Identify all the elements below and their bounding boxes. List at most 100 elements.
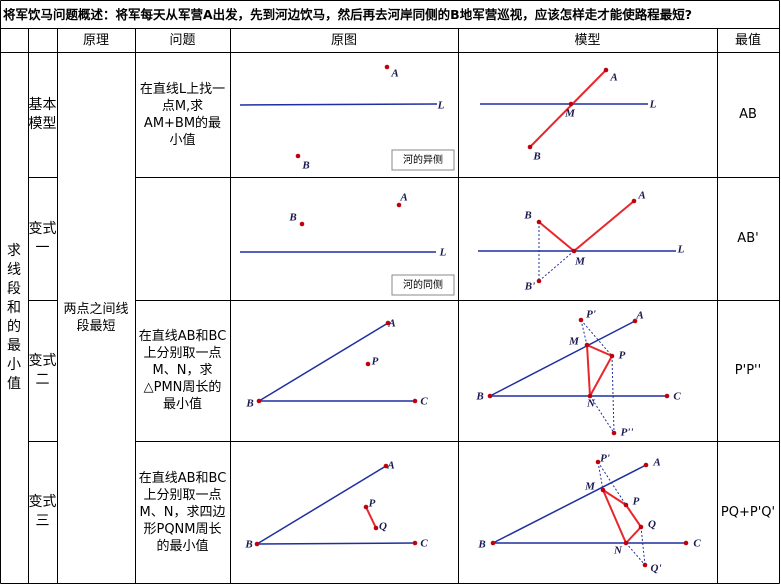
segment [586, 344, 591, 397]
point [611, 430, 617, 436]
point [536, 278, 542, 284]
segment [589, 355, 613, 397]
point-label: M [574, 256, 586, 268]
point-label: P [372, 356, 379, 368]
point-label: B [301, 160, 309, 172]
point-label: B [477, 539, 485, 551]
note-box [391, 149, 455, 171]
answer: AB' [737, 231, 759, 246]
segment [258, 322, 389, 402]
point-label: B [244, 539, 252, 551]
point-label: B' [524, 281, 535, 293]
principle: 两点之间线段最短 [63, 302, 129, 334]
answer: P'P'' [734, 363, 762, 378]
header: 最值 [734, 32, 761, 48]
dashed-line [597, 461, 627, 506]
segment [256, 465, 387, 545]
point [373, 525, 379, 531]
point-label: A [609, 72, 617, 84]
point-label: B [475, 391, 483, 403]
point-label: Q [379, 521, 387, 533]
point-label: A [386, 460, 394, 472]
point-label: P' [600, 453, 610, 465]
segment [538, 221, 575, 252]
answer: PQ+P'Q' [720, 504, 776, 520]
point [295, 153, 301, 159]
point [256, 398, 262, 404]
point [623, 502, 629, 508]
segment [625, 526, 642, 544]
point-label: A [652, 457, 660, 469]
dashed-line [538, 250, 575, 282]
point [363, 504, 369, 510]
point [595, 459, 601, 465]
point [536, 219, 542, 225]
point-label: C [693, 538, 701, 550]
dashed-line [580, 319, 613, 357]
dashed-line [640, 526, 646, 566]
variant: 变式二 [28, 352, 57, 388]
variant: 变式三 [28, 494, 57, 529]
point [683, 540, 689, 546]
point-label: M [564, 108, 576, 120]
variant: 变式一 [28, 220, 57, 256]
point [571, 248, 577, 254]
point-label: M [568, 336, 580, 348]
header: 原理 [82, 32, 109, 48]
point-label: L [439, 247, 447, 259]
problem: 在直线AB和BC上分别取一点M、N，求四边形PQNM周长的最小值 [138, 470, 227, 554]
point [600, 487, 606, 493]
point [603, 67, 609, 73]
point-label: A [387, 318, 395, 330]
header: 模型 [574, 32, 601, 48]
note: 河的异侧 [403, 153, 443, 166]
point-label: N [613, 545, 623, 557]
segment [489, 320, 636, 397]
point [299, 221, 305, 227]
dashed-line [580, 319, 588, 346]
point-label: P'' [621, 427, 634, 439]
point [383, 463, 389, 469]
point-label: C [420, 396, 428, 408]
note: 河的同侧 [403, 278, 443, 291]
point [643, 462, 649, 468]
point-label: A [635, 310, 643, 322]
point-label: B [523, 210, 531, 222]
point-label: A [637, 190, 645, 202]
point-label: A [399, 192, 407, 204]
point [664, 393, 670, 399]
point-label: P [619, 350, 626, 362]
title: 将军饮马问题概述：将军每天从军营A出发，先到河边饮马，然后再去河岸同侧的B地军营… [3, 6, 692, 22]
point [642, 562, 648, 568]
category: 求线段和的最小值 [7, 242, 21, 392]
segment [586, 344, 613, 357]
point [384, 64, 390, 70]
point [412, 398, 418, 404]
note-box [391, 274, 455, 296]
point-label: L [649, 99, 657, 111]
point [631, 198, 637, 204]
point-label: L [677, 244, 685, 256]
variant: 基本模型 [28, 96, 57, 132]
point-label: P [633, 496, 640, 508]
point [396, 202, 402, 208]
point [385, 320, 391, 326]
point-label: L [437, 100, 445, 112]
segment [256, 542, 416, 545]
segment [602, 489, 627, 544]
point-label: M [584, 481, 596, 493]
problem: 在直线L上找一点M,求AM+BM的最小值 [139, 81, 226, 148]
dashed-line [625, 542, 646, 566]
segment [529, 69, 607, 148]
answer: AB [739, 107, 757, 122]
header: 问题 [169, 32, 196, 48]
point [587, 393, 593, 399]
point-label: B [245, 398, 253, 410]
point-label: B [288, 212, 296, 224]
point [584, 342, 590, 348]
point [609, 353, 615, 359]
header: 原图 [330, 32, 357, 48]
point [632, 318, 638, 324]
